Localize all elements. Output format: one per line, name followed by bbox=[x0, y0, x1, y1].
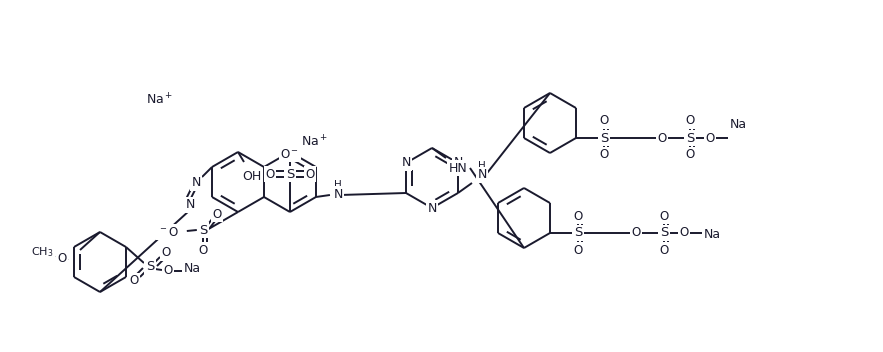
Text: O: O bbox=[679, 226, 689, 239]
Text: O: O bbox=[573, 209, 583, 222]
Text: N: N bbox=[402, 157, 411, 170]
Text: H: H bbox=[334, 180, 342, 190]
Text: O: O bbox=[660, 209, 668, 222]
Text: S: S bbox=[600, 132, 608, 145]
Text: $^-$O: $^-$O bbox=[158, 226, 179, 239]
Text: S: S bbox=[146, 260, 155, 274]
Text: CH$_3$: CH$_3$ bbox=[31, 245, 53, 259]
Text: N: N bbox=[478, 169, 487, 182]
Text: O: O bbox=[657, 132, 667, 145]
Text: O: O bbox=[163, 264, 172, 277]
Text: N: N bbox=[192, 176, 200, 189]
Text: H: H bbox=[478, 161, 486, 171]
Text: N: N bbox=[427, 201, 437, 214]
Text: N: N bbox=[185, 199, 195, 212]
Text: HN: HN bbox=[449, 162, 467, 175]
Text: OH: OH bbox=[242, 170, 261, 182]
Text: O: O bbox=[706, 132, 714, 145]
Text: S: S bbox=[574, 226, 582, 239]
Text: S: S bbox=[686, 132, 694, 145]
Text: N: N bbox=[333, 188, 343, 201]
Text: O: O bbox=[600, 149, 608, 162]
Text: S: S bbox=[199, 224, 207, 237]
Text: O: O bbox=[573, 244, 583, 257]
Text: O: O bbox=[685, 149, 695, 162]
Text: O: O bbox=[660, 244, 668, 257]
Text: O: O bbox=[600, 114, 608, 127]
Text: O$^-$: O$^-$ bbox=[281, 147, 299, 161]
Text: N: N bbox=[453, 157, 463, 170]
Text: O: O bbox=[212, 207, 222, 220]
Text: O: O bbox=[685, 114, 695, 127]
Text: O: O bbox=[631, 226, 640, 239]
Text: Na: Na bbox=[729, 118, 746, 131]
Text: O: O bbox=[198, 244, 208, 257]
Text: O: O bbox=[162, 246, 170, 259]
Text: S: S bbox=[286, 168, 294, 181]
Text: Na$^+$: Na$^+$ bbox=[301, 134, 328, 150]
Text: O: O bbox=[306, 168, 314, 181]
Text: S: S bbox=[660, 226, 668, 239]
Text: Na$^+$: Na$^+$ bbox=[147, 92, 174, 108]
Text: Na: Na bbox=[184, 263, 200, 276]
Text: Na: Na bbox=[704, 228, 721, 241]
Text: O: O bbox=[129, 275, 139, 288]
Text: O: O bbox=[57, 251, 66, 264]
Text: O: O bbox=[265, 168, 275, 181]
